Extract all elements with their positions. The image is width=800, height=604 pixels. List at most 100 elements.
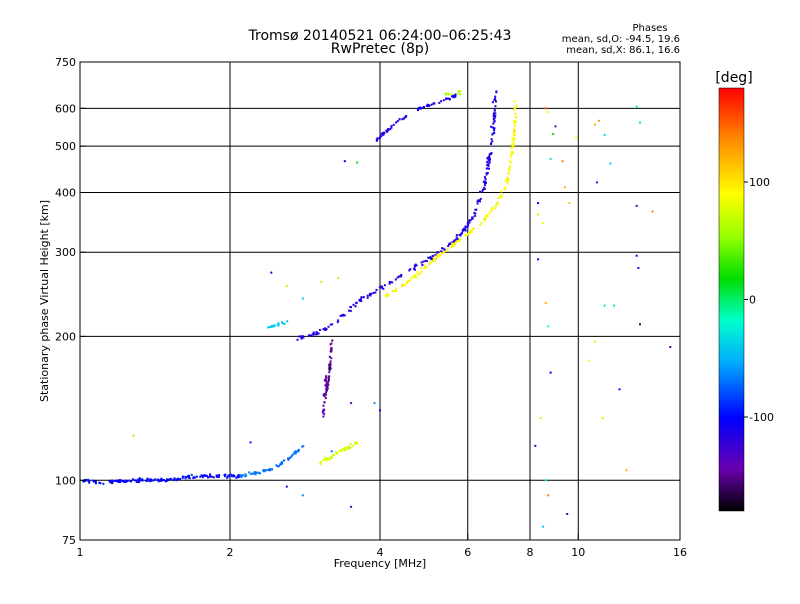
data-point xyxy=(366,294,369,297)
x-tick-label: 4 xyxy=(377,546,384,559)
data-point xyxy=(208,475,211,478)
data-point xyxy=(466,226,469,229)
data-point xyxy=(354,305,357,308)
data-point xyxy=(172,479,175,482)
data-point xyxy=(263,469,266,472)
data-point xyxy=(430,257,433,259)
data-point xyxy=(474,212,477,215)
data-point xyxy=(330,347,333,350)
data-point xyxy=(391,281,394,284)
data-point xyxy=(322,404,325,407)
data-point xyxy=(508,160,511,163)
data-point xyxy=(490,210,493,213)
ticks-layer: 1 2 4 6 8 10 16 75 100 200 300 400 500 600 750 xyxy=(55,56,687,559)
data-point xyxy=(329,360,332,363)
data-point xyxy=(488,161,491,164)
data-point xyxy=(451,244,454,247)
data-point xyxy=(239,474,242,477)
data-point xyxy=(338,449,341,452)
y-tick-label: 300 xyxy=(55,246,76,259)
data-point xyxy=(330,456,333,459)
data-point xyxy=(482,188,484,191)
data-point xyxy=(513,130,516,132)
data-point xyxy=(86,478,89,481)
data-point xyxy=(450,93,453,96)
data-point xyxy=(486,215,489,218)
data-point xyxy=(382,133,385,136)
data-point xyxy=(287,457,290,460)
data-point xyxy=(385,129,388,132)
y-axis-label: Stationary phase Virtual Height [km] xyxy=(38,200,51,402)
data-point xyxy=(494,114,497,117)
data-point xyxy=(383,284,386,287)
data-point xyxy=(601,417,604,419)
data-point xyxy=(202,476,204,479)
data-point xyxy=(439,254,442,257)
data-point xyxy=(483,188,486,190)
data-point xyxy=(474,208,477,211)
data-point xyxy=(150,479,153,482)
data-point xyxy=(342,313,345,316)
data-point xyxy=(320,461,323,463)
data-point xyxy=(301,494,304,497)
data-point xyxy=(390,125,393,128)
data-point xyxy=(194,476,196,479)
data-point xyxy=(195,475,198,478)
x-axis-label: Frequency [MHz] xyxy=(334,557,426,570)
data-point xyxy=(396,120,399,123)
data-point xyxy=(117,479,120,482)
data-point xyxy=(209,473,212,476)
data-point xyxy=(408,269,411,272)
data-point xyxy=(464,227,466,230)
data-point xyxy=(369,294,372,297)
data-point xyxy=(490,143,492,145)
data-point xyxy=(277,465,280,468)
data-point xyxy=(375,288,378,291)
data-point xyxy=(336,321,339,324)
data-point xyxy=(488,212,491,215)
data-point xyxy=(325,389,328,392)
data-point xyxy=(484,219,487,222)
data-point xyxy=(331,454,334,456)
data-point xyxy=(487,162,490,165)
data-point xyxy=(445,98,448,101)
data-point xyxy=(360,300,363,302)
data-point xyxy=(419,272,422,275)
data-point xyxy=(490,207,493,210)
data-point xyxy=(542,525,545,528)
data-point xyxy=(487,167,490,170)
data-point xyxy=(312,331,315,334)
data-point xyxy=(512,132,515,135)
grid-layer xyxy=(80,62,680,540)
data-point xyxy=(484,176,486,179)
data-point xyxy=(92,479,95,482)
x-tick-label: 1 xyxy=(77,546,84,559)
data-point xyxy=(426,103,429,106)
data-point xyxy=(515,104,518,107)
data-point xyxy=(300,336,303,339)
data-point xyxy=(493,129,496,132)
data-point xyxy=(228,474,231,477)
data-point xyxy=(593,123,596,126)
data-point xyxy=(118,481,120,483)
data-point xyxy=(383,132,386,135)
data-point xyxy=(322,393,325,396)
data-point xyxy=(298,335,301,338)
data-point xyxy=(537,213,539,216)
data-point xyxy=(480,221,483,224)
data-point xyxy=(512,142,515,145)
data-point xyxy=(330,349,333,352)
data-point xyxy=(349,446,352,449)
data-point xyxy=(403,284,406,287)
data-point xyxy=(547,494,550,497)
data-point xyxy=(110,479,113,482)
data-point xyxy=(156,478,159,481)
data-point xyxy=(409,278,412,281)
data-point xyxy=(319,329,321,331)
data-point xyxy=(309,334,312,337)
data-point xyxy=(352,445,355,448)
data-point xyxy=(504,186,507,189)
data-point xyxy=(513,120,516,123)
data-point xyxy=(141,479,144,482)
